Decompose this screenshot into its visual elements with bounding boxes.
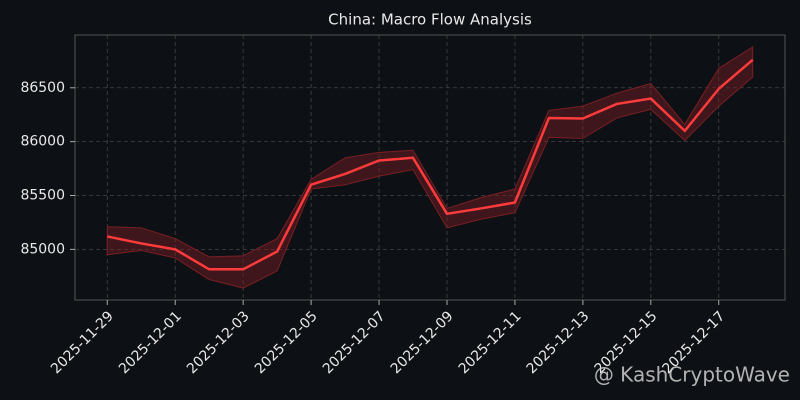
plot-frame bbox=[74, 34, 786, 301]
y-tick-label: 85000 bbox=[20, 241, 65, 257]
watermark: @ KashCryptoWave bbox=[594, 363, 790, 387]
y-tick-label: 86000 bbox=[20, 134, 65, 150]
y-tick-label: 86500 bbox=[20, 80, 65, 96]
confidence-band bbox=[106, 45, 754, 289]
chart-title: China: Macro Flow Analysis bbox=[328, 11, 532, 29]
line bbox=[107, 58, 754, 271]
y-tick-label: 85500 bbox=[20, 188, 65, 204]
